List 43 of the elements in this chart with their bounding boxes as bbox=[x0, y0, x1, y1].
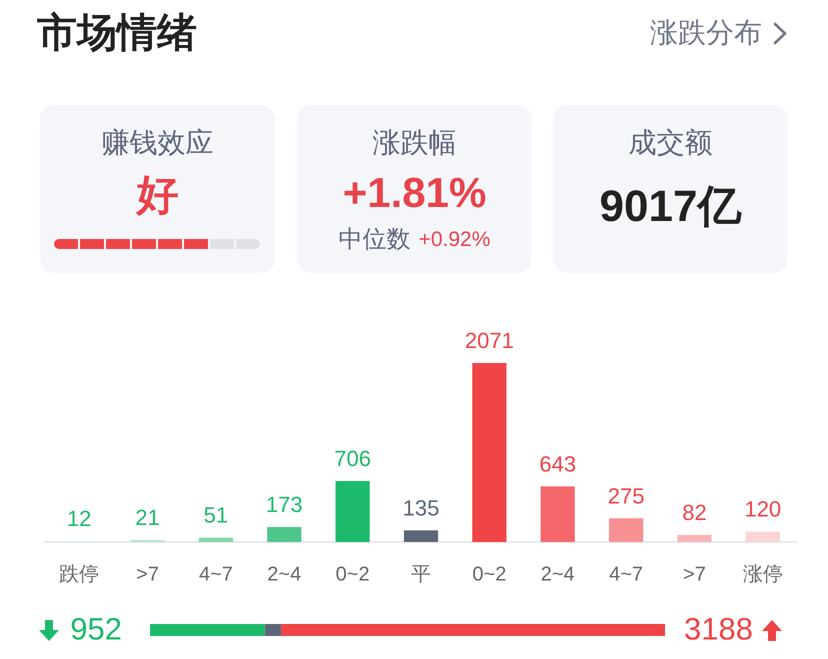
x-tick-label: 4~7 bbox=[609, 564, 644, 586]
x-tick-label: >7 bbox=[683, 564, 706, 586]
data-label: 120 bbox=[744, 496, 782, 522]
bar bbox=[609, 518, 644, 542]
text: 赚钱效应 bbox=[102, 126, 214, 160]
x-tick-label: 涨停 bbox=[742, 564, 783, 586]
data-label: 2071 bbox=[464, 328, 514, 354]
x-tick-label: >7 bbox=[136, 564, 159, 586]
text: +1.81% bbox=[342, 168, 486, 218]
data-label: 12 bbox=[66, 506, 92, 532]
bar bbox=[746, 532, 780, 542]
text: 952 bbox=[70, 612, 122, 647]
x-tick-label: 2~4 bbox=[267, 564, 302, 586]
text: 3188 bbox=[684, 612, 753, 647]
data-label: 706 bbox=[334, 446, 371, 472]
text: 涨跌分布 bbox=[650, 16, 762, 50]
data-label: 82 bbox=[682, 500, 707, 525]
x-tick-label: 0~2 bbox=[472, 564, 506, 586]
text: 9017亿 bbox=[600, 181, 742, 233]
text: +0.92% bbox=[418, 227, 490, 253]
data-label: 643 bbox=[539, 451, 576, 476]
bar bbox=[404, 530, 438, 542]
text: 好 bbox=[136, 170, 178, 220]
x-tick-label: 2~4 bbox=[540, 564, 575, 586]
x-tick-label: 0~2 bbox=[336, 564, 370, 586]
bar bbox=[472, 363, 506, 542]
bar bbox=[267, 527, 302, 542]
x-tick-label: 跌停 bbox=[59, 564, 100, 586]
text: 中位数 bbox=[338, 225, 411, 255]
x-tick-label: 4~7 bbox=[198, 564, 233, 586]
bar bbox=[540, 486, 575, 542]
data-label: 173 bbox=[266, 492, 303, 518]
text: 市场情绪 bbox=[37, 10, 197, 57]
data-label: 51 bbox=[204, 502, 228, 528]
text: 成交额 bbox=[628, 126, 712, 160]
bar bbox=[336, 480, 370, 542]
text: 涨跌幅 bbox=[372, 126, 456, 160]
bar bbox=[677, 534, 712, 542]
data-label: 135 bbox=[402, 495, 440, 520]
x-tick-label: 平 bbox=[411, 564, 431, 586]
data-label: 275 bbox=[608, 483, 644, 508]
bar bbox=[198, 538, 233, 542]
data-label: 21 bbox=[135, 505, 160, 530]
